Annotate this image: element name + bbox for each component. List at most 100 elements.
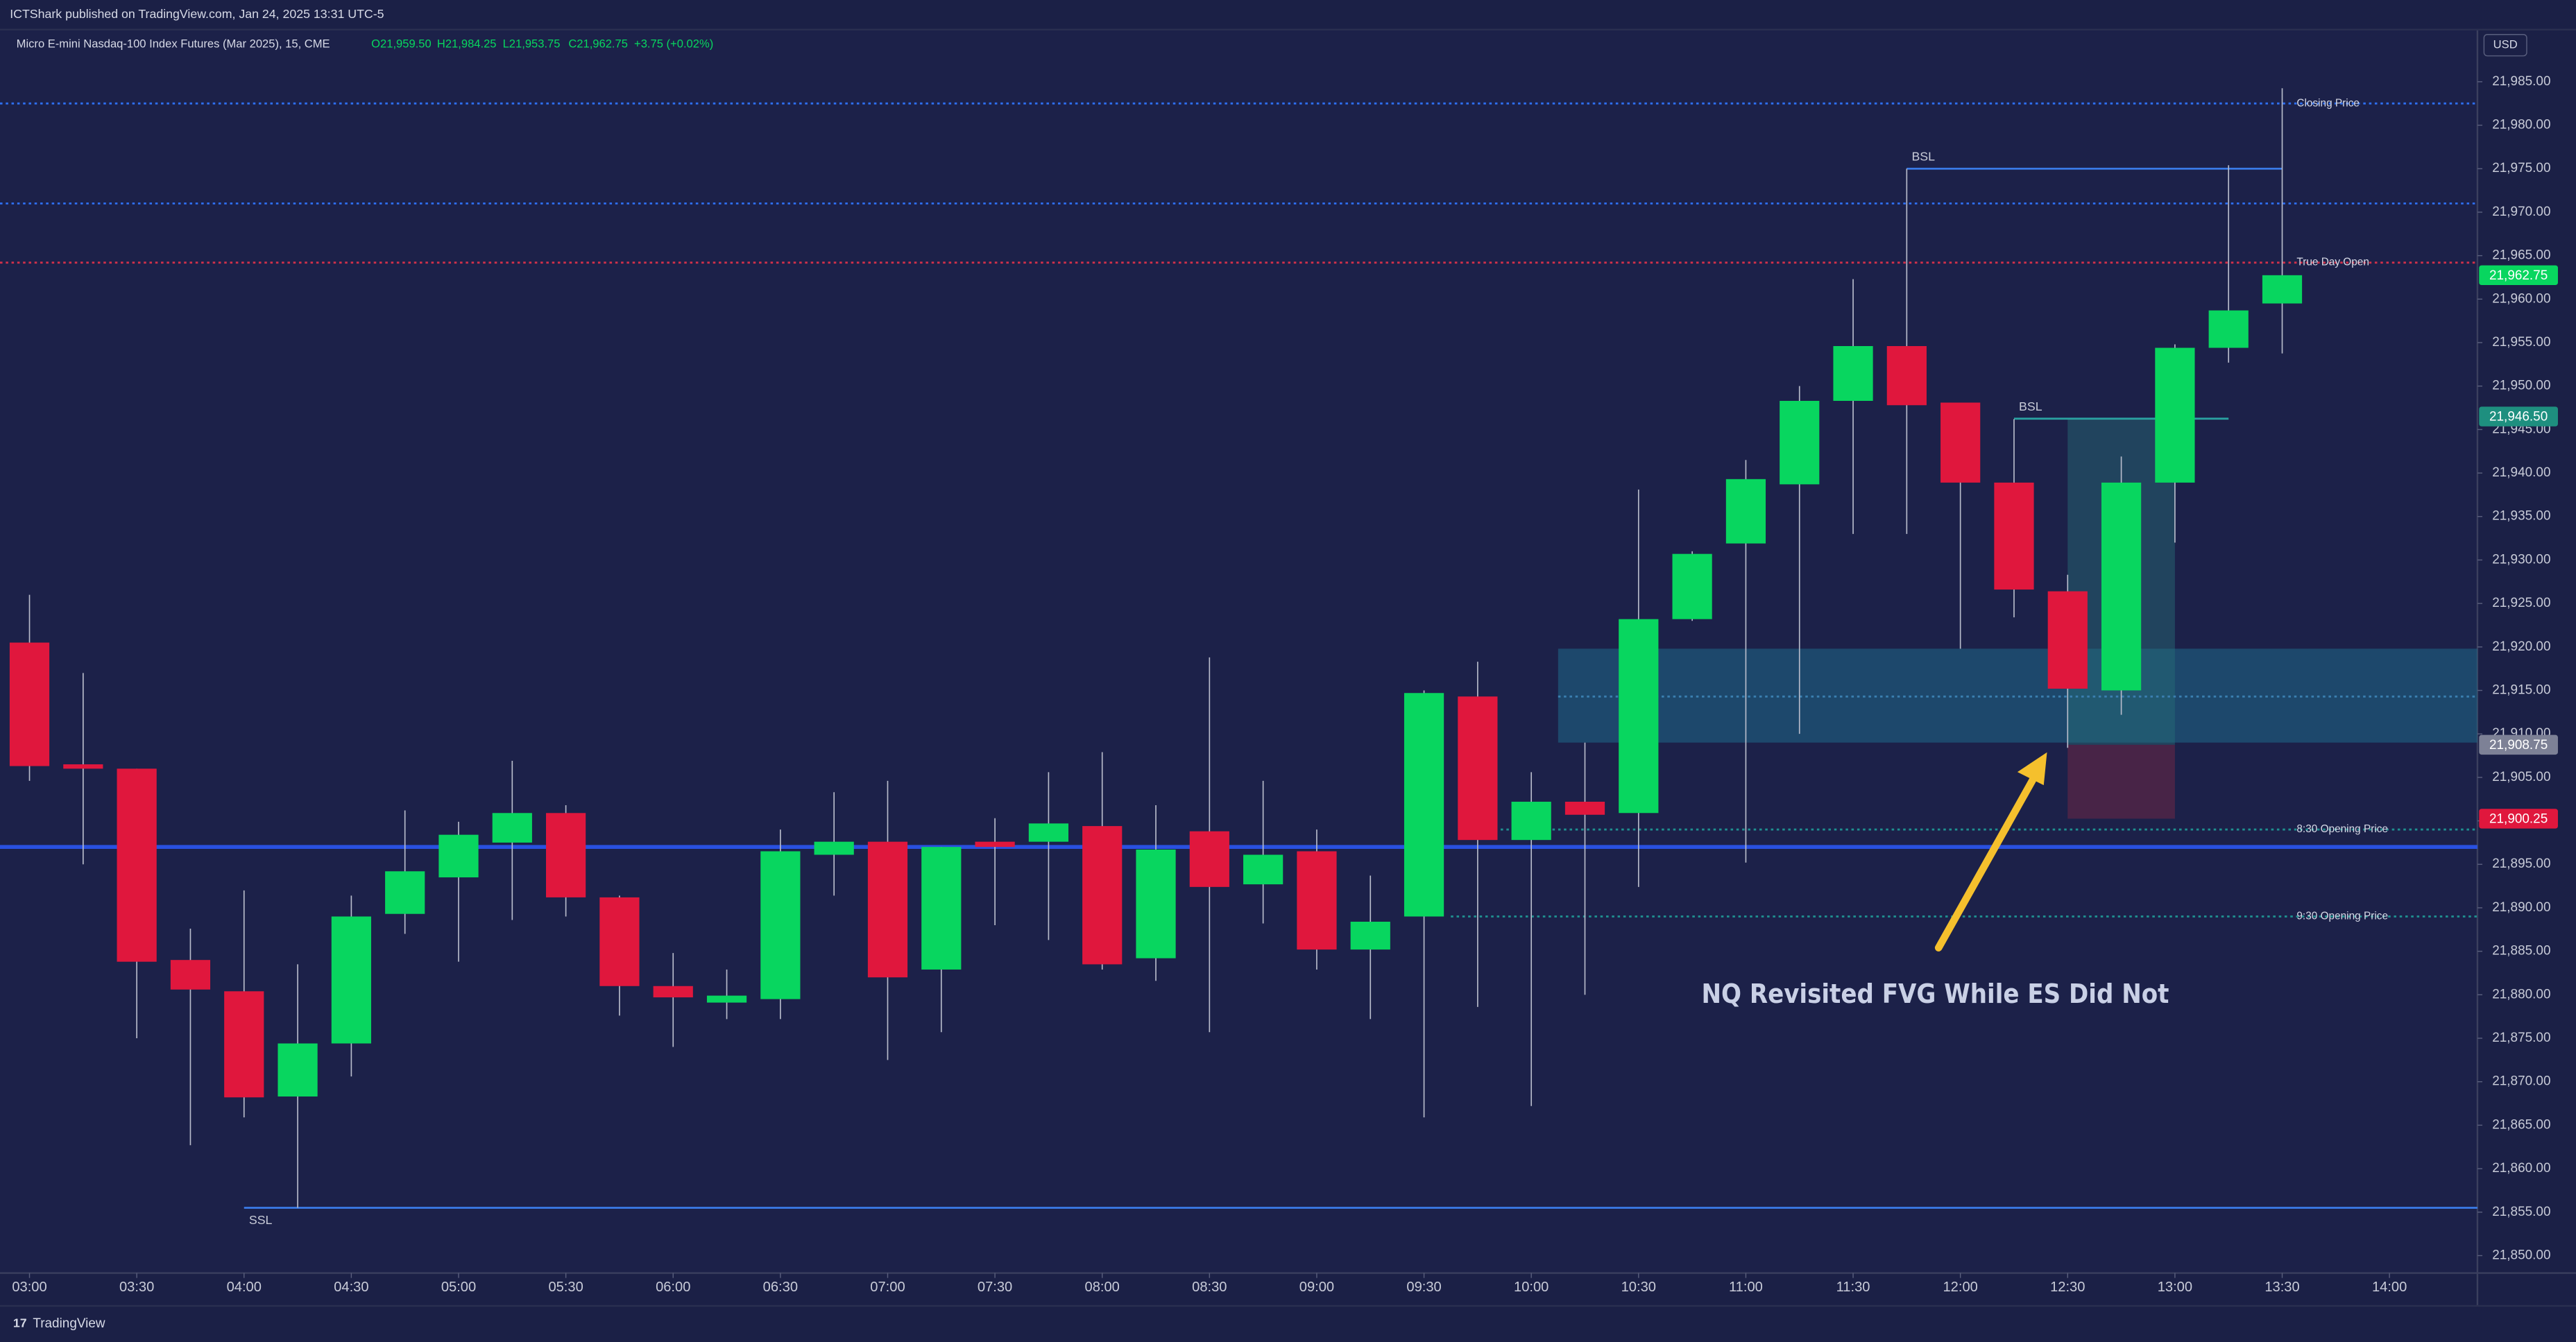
candle-body (599, 897, 640, 986)
y-tick-label: 21,920.00 (2492, 639, 2550, 654)
price-label-box (2479, 265, 2558, 286)
x-tick-label: 05:00 (441, 1280, 476, 1295)
candle-body (546, 813, 586, 897)
y-tick-label: 21,935.00 (2492, 509, 2550, 524)
y-tick-label: 21,870.00 (2492, 1074, 2550, 1089)
candle-body (2208, 310, 2249, 348)
candle-body (1189, 831, 1229, 887)
candle-body (706, 995, 747, 1003)
y-tick-label: 21,940.00 (2492, 465, 2550, 480)
y-tick-label: 21,880.00 (2492, 987, 2550, 1001)
x-tick-label: 07:30 (978, 1280, 1012, 1295)
candle-body (1082, 826, 1123, 965)
ohlc-value: +3.75 (+0.02%) (634, 37, 713, 50)
candle-body (1297, 851, 1337, 950)
y-tick-label: 21,915.00 (2492, 682, 2550, 697)
candle-body (1940, 402, 1981, 483)
candle-body (760, 851, 801, 999)
candle-body (492, 813, 532, 843)
candle-body (1350, 922, 1390, 950)
y-tick-label: 21,905.00 (2492, 770, 2550, 784)
candle-body (117, 768, 157, 962)
symbol: Micro E-mini Nasdaq-100 Index Futures (M… (17, 37, 330, 50)
x-tick-label: 12:30 (2050, 1280, 2085, 1295)
y-tick-label: 21,860.00 (2492, 1161, 2550, 1176)
y-tick-label: 21,930.00 (2492, 552, 2550, 567)
y-tick-label: 21,885.00 (2492, 944, 2550, 958)
y-tick-label: 21,855.00 (2492, 1205, 2550, 1219)
level-tag: BSL (2019, 399, 2042, 413)
candle-body (278, 1043, 318, 1097)
candle-body (2155, 347, 2195, 483)
candle-body (2047, 591, 2088, 689)
x-tick-label: 04:30 (334, 1280, 368, 1295)
candle-body (653, 986, 693, 998)
candle-body (1672, 553, 1712, 619)
candle-body (1458, 696, 1498, 841)
candle-body (385, 871, 425, 914)
y-tick-label: 21,980.00 (2492, 118, 2550, 132)
candle-body (9, 642, 50, 766)
arrow-head (2017, 752, 2047, 786)
candle-body (1833, 346, 1873, 401)
x-tick-label: 09:30 (1406, 1280, 1441, 1295)
zone (2067, 744, 2175, 819)
candle-body (1136, 849, 1176, 958)
candle-body (921, 847, 962, 970)
x-tick-label: 03:00 (12, 1280, 46, 1295)
price-label: 21,908.75 (2489, 738, 2548, 752)
price-label: 21,900.25 (2489, 812, 2548, 827)
y-tick-label: 21,955.00 (2492, 335, 2550, 350)
price-label-box (2479, 734, 2558, 755)
currency: USD (2493, 38, 2518, 51)
candle-body (170, 960, 211, 990)
x-tick-label: 10:30 (1621, 1280, 1656, 1295)
y-tick-label: 21,895.00 (2492, 857, 2550, 871)
level-tag: BSL (1911, 149, 1935, 163)
level-tag: SSL (249, 1213, 273, 1227)
ohlc-value: C21,962.75 (568, 37, 628, 50)
level-label: True Day Open (2296, 257, 2369, 268)
candle-body (1511, 801, 1551, 841)
brand-logo: 17 (13, 1316, 27, 1330)
y-tick-label: 21,850.00 (2492, 1248, 2550, 1262)
x-tick-label: 06:00 (656, 1280, 690, 1295)
candle-body (814, 841, 854, 855)
brand: TradingView (33, 1316, 105, 1331)
ohlc-value: O21,959.50 (371, 37, 432, 50)
level-label: Closing Price (2296, 97, 2360, 109)
price-label: 21,946.50 (2489, 410, 2548, 424)
level-label: 9:30 Opening Price (2296, 911, 2388, 922)
candle-body (331, 916, 371, 1044)
candle-body (1725, 479, 1766, 544)
ohlc-value: H21,984.25 (437, 37, 497, 50)
y-tick-label: 21,865.00 (2492, 1117, 2550, 1132)
x-tick-label: 11:30 (1836, 1280, 1870, 1295)
y-tick-label: 21,925.00 (2492, 596, 2550, 610)
candle-body (975, 841, 1015, 848)
x-tick-label: 13:30 (2264, 1280, 2299, 1295)
candle-body (1564, 801, 1605, 815)
publisher: ICTShark published on TradingView.com, J… (10, 7, 384, 21)
x-tick-label: 11:00 (1729, 1280, 1763, 1295)
candle-body (2101, 482, 2142, 691)
price-label-box (2479, 406, 2558, 427)
annotation: NQ Revisited FVG While ES Did Not (1702, 979, 2169, 1009)
x-tick-label: 13:00 (2158, 1280, 2192, 1295)
y-tick-label: 21,985.00 (2492, 74, 2550, 89)
x-tick-label: 08:00 (1085, 1280, 1120, 1295)
y-tick-label: 21,975.00 (2492, 161, 2550, 175)
ohlc-value: L21,953.75 (503, 37, 561, 50)
candle-body (224, 991, 264, 1098)
zone (1558, 648, 2477, 743)
y-tick-label: 21,875.00 (2492, 1031, 2550, 1045)
x-tick-label: 05:30 (548, 1280, 583, 1295)
y-tick-label: 21,960.00 (2492, 291, 2550, 306)
x-tick-label: 08:30 (1192, 1280, 1227, 1295)
candle-body (1994, 482, 2034, 590)
x-tick-label: 06:30 (763, 1280, 798, 1295)
candle-body (1028, 823, 1069, 842)
x-tick-label: 10:00 (1514, 1280, 1549, 1295)
